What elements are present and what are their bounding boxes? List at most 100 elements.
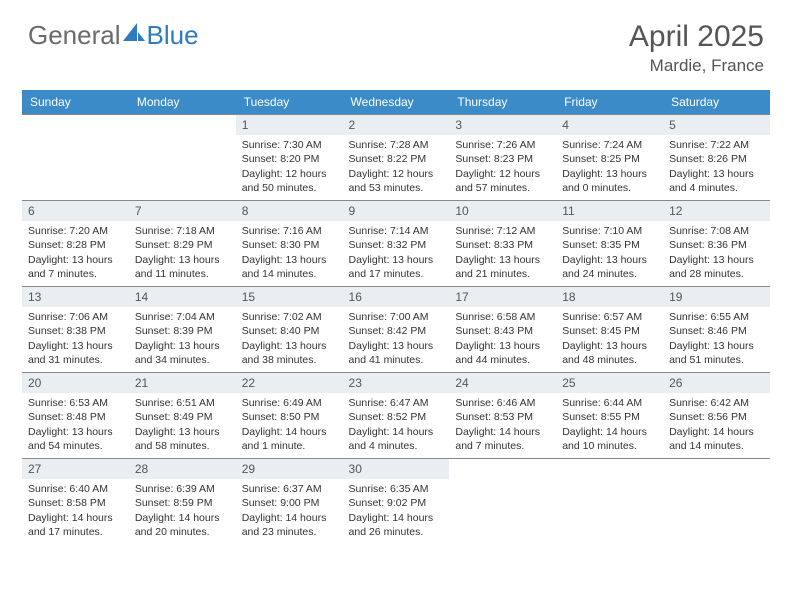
sunrise-line: Sunrise: 6:58 AM <box>455 310 550 324</box>
day-header: Wednesday <box>343 90 450 115</box>
sunrise-line: Sunrise: 7:06 AM <box>28 310 123 324</box>
day-number: 15 <box>236 287 343 307</box>
day-header: Saturday <box>663 90 770 115</box>
calendar-day: 25Sunrise: 6:44 AMSunset: 8:55 PMDayligh… <box>556 373 663 459</box>
day-header: Tuesday <box>236 90 343 115</box>
sunrise-line: Sunrise: 6:57 AM <box>562 310 657 324</box>
calendar-row: 27Sunrise: 6:40 AMSunset: 8:58 PMDayligh… <box>22 459 770 545</box>
daylight-line: Daylight: 13 hours and 44 minutes. <box>455 339 550 367</box>
calendar-day: 6Sunrise: 7:20 AMSunset: 8:28 PMDaylight… <box>22 201 129 287</box>
sunset-line: Sunset: 8:49 PM <box>135 410 230 424</box>
day-number: 2 <box>343 115 450 135</box>
sunrise-line: Sunrise: 6:51 AM <box>135 396 230 410</box>
day-details: Sunrise: 7:02 AMSunset: 8:40 PMDaylight:… <box>236 307 343 371</box>
day-number: 3 <box>449 115 556 135</box>
day-number: 12 <box>663 201 770 221</box>
calendar-day: 9Sunrise: 7:14 AMSunset: 8:32 PMDaylight… <box>343 201 450 287</box>
calendar-day-empty <box>663 459 770 545</box>
brand-triangle-icon <box>123 23 145 41</box>
sunrise-line: Sunrise: 6:37 AM <box>242 482 337 496</box>
sunset-line: Sunset: 8:25 PM <box>562 152 657 166</box>
day-number: 29 <box>236 459 343 479</box>
calendar-day: 22Sunrise: 6:49 AMSunset: 8:50 PMDayligh… <box>236 373 343 459</box>
calendar-day: 3Sunrise: 7:26 AMSunset: 8:23 PMDaylight… <box>449 115 556 201</box>
sunset-line: Sunset: 8:32 PM <box>349 238 444 252</box>
calendar-day: 5Sunrise: 7:22 AMSunset: 8:26 PMDaylight… <box>663 115 770 201</box>
calendar-row: 13Sunrise: 7:06 AMSunset: 8:38 PMDayligh… <box>22 287 770 373</box>
day-number: 25 <box>556 373 663 393</box>
calendar-day: 30Sunrise: 6:35 AMSunset: 9:02 PMDayligh… <box>343 459 450 545</box>
daylight-line: Daylight: 13 hours and 11 minutes. <box>135 253 230 281</box>
calendar-day: 10Sunrise: 7:12 AMSunset: 8:33 PMDayligh… <box>449 201 556 287</box>
calendar-day: 29Sunrise: 6:37 AMSunset: 9:00 PMDayligh… <box>236 459 343 545</box>
day-number: 6 <box>22 201 129 221</box>
day-number: 18 <box>556 287 663 307</box>
day-details: Sunrise: 7:28 AMSunset: 8:22 PMDaylight:… <box>343 135 450 199</box>
calendar-day: 1Sunrise: 7:30 AMSunset: 8:20 PMDaylight… <box>236 115 343 201</box>
day-details: Sunrise: 6:51 AMSunset: 8:49 PMDaylight:… <box>129 393 236 457</box>
sunset-line: Sunset: 8:38 PM <box>28 324 123 338</box>
sunrise-line: Sunrise: 7:26 AM <box>455 138 550 152</box>
calendar-day: 24Sunrise: 6:46 AMSunset: 8:53 PMDayligh… <box>449 373 556 459</box>
daylight-line: Daylight: 14 hours and 10 minutes. <box>562 425 657 453</box>
calendar-table: SundayMondayTuesdayWednesdayThursdayFrid… <box>22 90 770 545</box>
sunrise-line: Sunrise: 6:46 AM <box>455 396 550 410</box>
sunset-line: Sunset: 8:59 PM <box>135 496 230 510</box>
daylight-line: Daylight: 13 hours and 24 minutes. <box>562 253 657 281</box>
day-details: Sunrise: 7:14 AMSunset: 8:32 PMDaylight:… <box>343 221 450 285</box>
page-title: April 2025 <box>629 20 764 54</box>
day-details: Sunrise: 6:58 AMSunset: 8:43 PMDaylight:… <box>449 307 556 371</box>
day-details: Sunrise: 7:26 AMSunset: 8:23 PMDaylight:… <box>449 135 556 199</box>
calendar-day: 17Sunrise: 6:58 AMSunset: 8:43 PMDayligh… <box>449 287 556 373</box>
calendar-day: 8Sunrise: 7:16 AMSunset: 8:30 PMDaylight… <box>236 201 343 287</box>
daylight-line: Daylight: 13 hours and 54 minutes. <box>28 425 123 453</box>
day-header: Thursday <box>449 90 556 115</box>
sunrise-line: Sunrise: 7:16 AM <box>242 224 337 238</box>
day-number: 19 <box>663 287 770 307</box>
brand-part2: Blue <box>147 20 199 51</box>
day-details: Sunrise: 6:47 AMSunset: 8:52 PMDaylight:… <box>343 393 450 457</box>
calendar-day: 7Sunrise: 7:18 AMSunset: 8:29 PMDaylight… <box>129 201 236 287</box>
sunset-line: Sunset: 8:55 PM <box>562 410 657 424</box>
calendar-day: 19Sunrise: 6:55 AMSunset: 8:46 PMDayligh… <box>663 287 770 373</box>
day-number: 13 <box>22 287 129 307</box>
daylight-line: Daylight: 13 hours and 31 minutes. <box>28 339 123 367</box>
day-header-row: SundayMondayTuesdayWednesdayThursdayFrid… <box>22 90 770 115</box>
sunrise-line: Sunrise: 7:00 AM <box>349 310 444 324</box>
sunset-line: Sunset: 8:53 PM <box>455 410 550 424</box>
day-number: 30 <box>343 459 450 479</box>
daylight-line: Daylight: 13 hours and 4 minutes. <box>669 167 764 195</box>
sunrise-line: Sunrise: 7:18 AM <box>135 224 230 238</box>
sunrise-line: Sunrise: 7:02 AM <box>242 310 337 324</box>
day-number: 22 <box>236 373 343 393</box>
day-details: Sunrise: 6:57 AMSunset: 8:45 PMDaylight:… <box>556 307 663 371</box>
day-number: 9 <box>343 201 450 221</box>
day-number: 4 <box>556 115 663 135</box>
calendar-day: 2Sunrise: 7:28 AMSunset: 8:22 PMDaylight… <box>343 115 450 201</box>
daylight-line: Daylight: 13 hours and 34 minutes. <box>135 339 230 367</box>
sunset-line: Sunset: 8:43 PM <box>455 324 550 338</box>
calendar-day-empty <box>556 459 663 545</box>
daylight-line: Daylight: 13 hours and 51 minutes. <box>669 339 764 367</box>
day-details: Sunrise: 6:55 AMSunset: 8:46 PMDaylight:… <box>663 307 770 371</box>
day-details: Sunrise: 7:10 AMSunset: 8:35 PMDaylight:… <box>556 221 663 285</box>
sunset-line: Sunset: 8:39 PM <box>135 324 230 338</box>
sunrise-line: Sunrise: 7:20 AM <box>28 224 123 238</box>
day-details: Sunrise: 7:30 AMSunset: 8:20 PMDaylight:… <box>236 135 343 199</box>
day-details: Sunrise: 6:53 AMSunset: 8:48 PMDaylight:… <box>22 393 129 457</box>
sunset-line: Sunset: 8:33 PM <box>455 238 550 252</box>
day-header: Sunday <box>22 90 129 115</box>
day-number: 26 <box>663 373 770 393</box>
day-number: 16 <box>343 287 450 307</box>
sunset-line: Sunset: 8:36 PM <box>669 238 764 252</box>
day-details: Sunrise: 6:40 AMSunset: 8:58 PMDaylight:… <box>22 479 129 543</box>
calendar-day: 23Sunrise: 6:47 AMSunset: 8:52 PMDayligh… <box>343 373 450 459</box>
location-label: Mardie, France <box>629 56 764 76</box>
daylight-line: Daylight: 14 hours and 4 minutes. <box>349 425 444 453</box>
sunrise-line: Sunrise: 7:10 AM <box>562 224 657 238</box>
day-details: Sunrise: 6:42 AMSunset: 8:56 PMDaylight:… <box>663 393 770 457</box>
daylight-line: Daylight: 13 hours and 28 minutes. <box>669 253 764 281</box>
daylight-line: Daylight: 13 hours and 58 minutes. <box>135 425 230 453</box>
sunset-line: Sunset: 8:48 PM <box>28 410 123 424</box>
calendar-day: 12Sunrise: 7:08 AMSunset: 8:36 PMDayligh… <box>663 201 770 287</box>
